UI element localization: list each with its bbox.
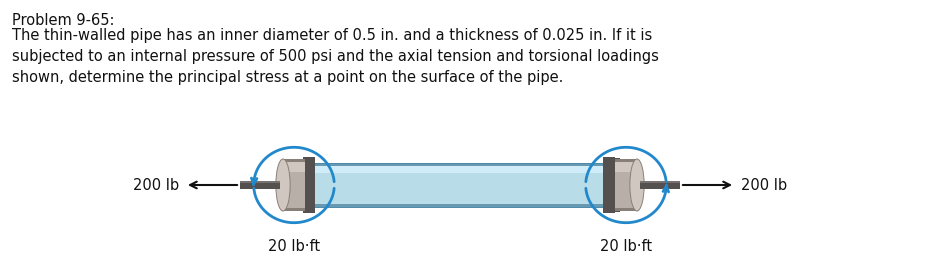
Bar xyxy=(640,181,680,183)
Text: 200 lb: 200 lb xyxy=(741,178,787,193)
Bar xyxy=(310,163,610,207)
Bar xyxy=(283,208,305,211)
Text: 20 lb·ft: 20 lb·ft xyxy=(600,239,652,254)
Bar xyxy=(240,181,280,183)
Text: 200 lb: 200 lb xyxy=(133,178,179,193)
Bar xyxy=(615,159,637,211)
Bar xyxy=(603,157,615,213)
Bar xyxy=(310,163,610,207)
Bar xyxy=(283,159,305,172)
Bar xyxy=(615,159,637,161)
Bar xyxy=(283,159,305,211)
Bar xyxy=(615,208,637,211)
Bar xyxy=(615,159,637,172)
Ellipse shape xyxy=(630,159,644,211)
Bar xyxy=(283,159,305,161)
Bar xyxy=(303,157,315,213)
Text: The thin-walled pipe has an inner diameter of 0.5 in. and a thickness of 0.025 i: The thin-walled pipe has an inner diamet… xyxy=(12,28,659,85)
Bar xyxy=(310,163,610,166)
Bar xyxy=(305,158,315,212)
Bar xyxy=(310,163,610,173)
Text: 20 lb·ft: 20 lb·ft xyxy=(268,239,320,254)
Ellipse shape xyxy=(276,159,290,211)
Bar xyxy=(240,181,280,189)
Text: Problem 9-65:: Problem 9-65: xyxy=(12,13,114,28)
Bar xyxy=(610,158,620,212)
Bar xyxy=(640,181,680,189)
Bar xyxy=(310,204,610,207)
